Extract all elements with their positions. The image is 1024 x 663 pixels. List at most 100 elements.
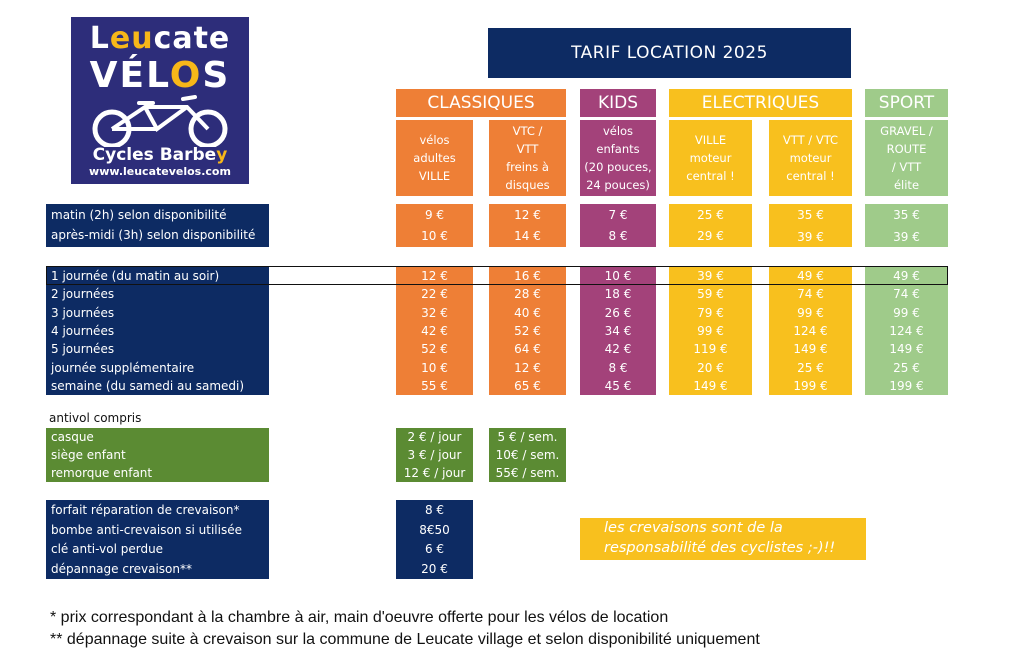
accessories-per-day: 2 € / jour 3 € / jour 12 € / jour [396,428,473,482]
days-labels: 1 journée (du matin au soir) 2 journées … [46,267,269,395]
price-cell: 55 € [421,378,448,393]
repair-prices: 8 € 8€50 6 € 20 € [396,500,473,579]
price-cell: 99 € [797,305,824,320]
price-cell: 79 € [697,305,724,320]
logo-line-leucate: Leucate [89,21,231,56]
row-label-3-journees: 3 journées [51,305,115,320]
price-cell: 10 € [421,229,448,243]
row-label-cle-anti-vol: clé anti-vol perdue [51,542,164,557]
half-day-col-elec-vtt: 35 € 39 € [769,204,852,247]
price-cell: 9 € [424,207,445,222]
price-cell: 40 € [514,305,541,320]
category-kids: KIDS [580,89,656,117]
days-col-elec-vtt: 49 € 74 € 99 € 124 € 149 € 25 € 199 € [769,267,852,395]
price-cell: 59 € [697,287,724,302]
price-cell: 28 € [514,287,541,302]
note-line-1: les crevaisons sont de la [604,520,783,536]
price-cell: 34 € [604,324,632,339]
price-cell: 45 € [604,378,632,393]
column-header-elec-ville: VILLE moteur central ! [669,120,752,196]
price-cell: 12 € [421,269,448,284]
column-header-vtc-vtt: VTC / VTT freins à disques [489,120,566,196]
price-cell: 124 € [889,324,924,339]
price-cell: 2 € / jour [407,430,462,444]
price-cell: 65 € [514,378,541,393]
price-cell: 22 € [421,287,448,302]
price-cell: 64 € [514,342,541,357]
price-cell: 5 € / sem. [497,430,558,444]
days-col-sport: 49 € 74 € 99 € 124 € 149 € 25 € 199 € [865,267,948,395]
price-cell: 52 € [421,342,448,357]
price-cell: 12 € / jour [403,466,466,480]
price-cell: 119 € [693,342,728,357]
row-label-siege-enfant: siège enfant [51,448,126,462]
price-cell: 8 € [608,360,628,375]
price-cell: 8€50 [419,522,450,537]
crevaison-note: les crevaisons sont de la responsabilité… [580,518,866,560]
footnote-1: * prix correspondant à la chambre à air,… [50,609,669,626]
category-sport: SPORT [865,89,948,117]
row-label-bombe-anti-crevaison: bombe anti-crevaison si utilisée [51,522,242,537]
highlight-row-outline [46,266,948,285]
price-cell: 52 € [514,324,541,339]
repair-labels: forfait réparation de crevaison* bombe a… [46,500,269,579]
price-cell: 26 € [604,305,632,320]
price-cell: 39 € [797,230,824,244]
note-line-2: responsabilité des cyclistes ;-)!! [604,540,836,556]
price-cell: 42 € [604,342,632,357]
accessories-per-week: 5 € / sem. 10€ / sem. 55€ / sem. [489,428,566,482]
row-label-casque: casque [51,430,94,444]
half-day-col-kids: 7 € 8 € [580,204,656,247]
price-cell: 12 € [514,207,541,222]
price-cell: 149 € [693,378,728,393]
row-label-2-journees: 2 journées [51,287,115,302]
accessories-labels: casque siège enfant remorque enfant [46,428,269,482]
half-day-col-sport: 35 € 39 € [865,204,948,247]
price-cell: 74 € [797,287,824,302]
price-cell: 35 € [893,207,920,222]
price-cell: 149 € [889,342,924,357]
price-cell: 42 € [421,324,448,339]
logo-line-velos: VÉLOS [89,55,231,96]
days-col-vtc-vtt: 16 € 28 € 40 € 52 € 64 € 12 € 65 € [489,267,566,395]
logo-line-cycles-barbey: Cycles Barbey [92,145,228,165]
column-header-velos-adultes: vélos adultes VILLE [396,120,473,196]
price-cell: 199 € [889,378,924,393]
bicycle-icon [92,95,228,147]
column-header-velos-enfants: vélos enfants (20 pouces, 24 pouces) [580,120,656,196]
half-day-col-elec-ville: 25 € 29 € [669,204,752,247]
row-label-matin: matin (2h) selon disponibilité [51,208,227,222]
price-cell: 8 € [424,502,445,517]
price-cell: 20 € [421,561,448,576]
price-cell: 10€ / sem. [495,448,560,462]
price-cell: 16 € [514,269,541,284]
price-cell: 99 € [697,324,724,339]
price-cell: 7 € [608,207,628,222]
price-cell: 39 € [893,230,920,244]
price-cell: 18 € [604,287,632,302]
price-cell: 20 € [697,360,724,375]
price-cell: 14 € [514,229,541,243]
days-col-adultes: 12 € 22 € 32 € 42 € 52 € 10 € 55 € [396,267,473,395]
row-label-1-journee: 1 journée (du matin au soir) [51,269,220,284]
price-cell: 39 € [697,269,724,284]
price-cell: 49 € [893,269,920,284]
row-label-forfait-reparation: forfait réparation de crevaison* [51,502,240,517]
price-cell: 8 € [608,229,628,243]
price-cell: 6 € [424,542,445,557]
half-day-labels: matin (2h) selon disponibilité après-mid… [46,204,269,247]
price-cell: 25 € [893,360,920,375]
price-cell: 10 € [421,360,448,375]
price-cell: 10 € [604,269,632,284]
column-header-elec-vtt-vtc: VTT / VTC moteur central ! [769,120,852,196]
price-cell: 99 € [893,305,920,320]
accessories-heading: antivol compris [49,411,142,425]
column-header-sport: GRAVEL / ROUTE / VTT élite [865,120,948,196]
row-label-5-journees: 5 journées [51,342,115,357]
price-cell: 49 € [797,269,824,284]
price-cell: 3 € / jour [407,448,462,462]
price-cell: 55€ / sem. [495,466,560,480]
leucate-velos-logo: Leucate VÉLOS Cycles Barbey www.leucatev… [71,17,249,184]
row-label-journee-supp: journée supplémentaire [51,360,195,375]
category-electriques: ELECTRIQUES [669,89,852,117]
